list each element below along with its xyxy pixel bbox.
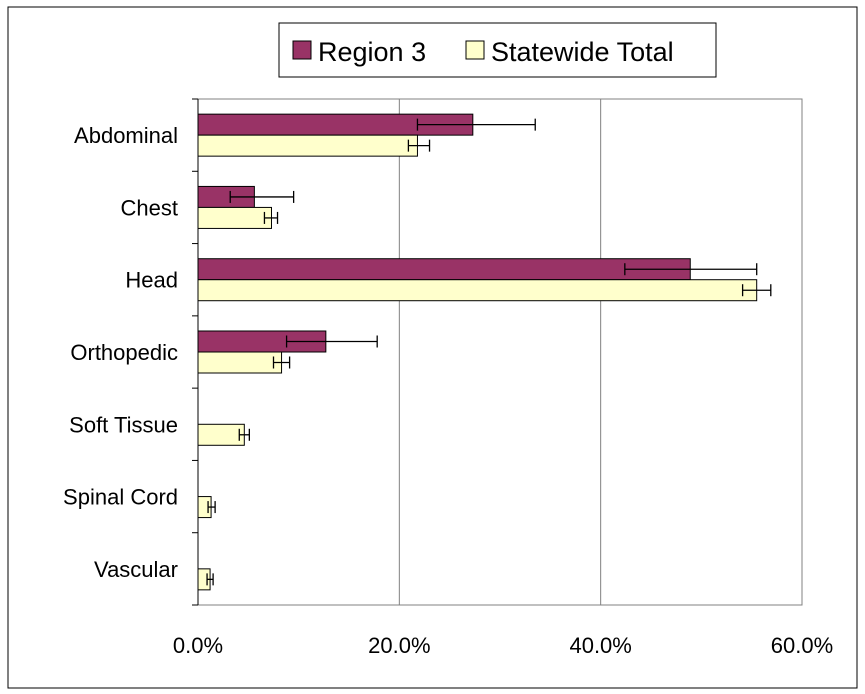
error-bar bbox=[238, 428, 250, 441]
category-label: Vascular bbox=[94, 557, 178, 582]
x-tick-label: 0.0% bbox=[173, 633, 223, 658]
category-label: Soft Tissue bbox=[69, 412, 178, 437]
bar bbox=[197, 258, 691, 281]
category-label: Head bbox=[125, 268, 178, 293]
error-bar bbox=[407, 139, 431, 152]
legend: Region 3 Statewide Total bbox=[278, 22, 717, 78]
bar bbox=[197, 351, 283, 374]
error-bars bbox=[206, 118, 772, 586]
bar bbox=[197, 423, 245, 446]
x-axis-labels: 0.0% 20.0% 40.0% 60.0% bbox=[173, 633, 833, 658]
y-axis-labels: Abdominal Chest Head Orthopedic Soft Tissue S… bbox=[63, 123, 178, 582]
error-bar bbox=[741, 284, 772, 297]
category-label: Spinal Cord bbox=[63, 485, 178, 510]
category-label: Chest bbox=[121, 195, 178, 220]
legend-label-statewide-total: Statewide Total bbox=[491, 37, 674, 67]
category-label: Orthopedic bbox=[70, 340, 178, 365]
legend-box bbox=[278, 22, 717, 78]
x-tick-label: 20.0% bbox=[368, 633, 430, 658]
error-bar bbox=[624, 263, 758, 276]
legend-swatch-region-3 bbox=[292, 40, 312, 60]
error-bar bbox=[263, 211, 279, 224]
x-tick-label: 40.0% bbox=[569, 633, 631, 658]
legend-swatch-statewide-total bbox=[465, 40, 485, 60]
bar bbox=[197, 279, 758, 302]
gridlines bbox=[398, 99, 803, 605]
error-bar bbox=[229, 190, 295, 203]
error-bar bbox=[272, 356, 291, 369]
error-bar bbox=[206, 573, 214, 586]
category-label: Abdominal bbox=[74, 123, 178, 148]
x-tick-label: 60.0% bbox=[771, 633, 833, 658]
legend-label-region-3: Region 3 bbox=[318, 37, 426, 67]
y-axis bbox=[192, 98, 199, 606]
bar bbox=[197, 206, 272, 229]
error-bar bbox=[285, 335, 378, 348]
bar bbox=[197, 134, 418, 157]
error-bar bbox=[416, 118, 536, 131]
error-bar bbox=[207, 501, 216, 514]
